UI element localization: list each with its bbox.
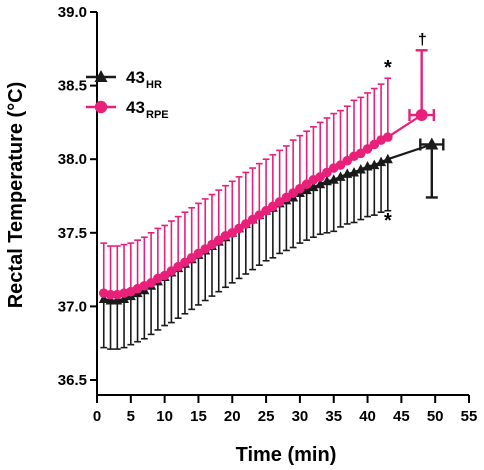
data-point (159, 270, 170, 281)
data-point (105, 289, 116, 300)
data-point (322, 167, 332, 178)
data-point (328, 174, 339, 184)
legend-marker-icon (94, 70, 108, 82)
data-point (173, 261, 183, 272)
x-tick-label: 15 (190, 408, 207, 425)
significance-marker: * (384, 57, 392, 79)
axes: 36.5 37.0 37.5 38.0 38.5 39.0 0 5 10 15 20 25 30 35 40… (58, 4, 478, 425)
data-point (301, 184, 312, 195)
series-line (103, 143, 433, 302)
end-point (425, 137, 439, 150)
series-rpe (98, 49, 436, 300)
data-point (355, 148, 366, 159)
y-tick-label: 38.0 (58, 151, 87, 168)
x-tick-label: 55 (461, 408, 478, 425)
y-tick-label: 37.5 (58, 225, 87, 242)
end-point (415, 109, 428, 122)
data-point (376, 156, 387, 167)
x-tick-label: 0 (93, 408, 101, 425)
data-point (186, 253, 197, 263)
x-tick-label: 40 (359, 408, 376, 425)
data-point (383, 132, 393, 142)
x-tick-label: 50 (427, 408, 444, 425)
data-point (166, 266, 177, 276)
significance-marker: † (418, 31, 427, 48)
data-point (146, 278, 156, 288)
legend-label-subscript: HR (146, 79, 162, 91)
y-tick-label: 37.0 (58, 298, 87, 315)
legend-marker-icon (94, 100, 108, 114)
data-point (288, 188, 298, 198)
x-tick-label: 25 (258, 408, 275, 425)
data-point (105, 295, 116, 305)
legend-label-subscript: RPE (146, 109, 169, 121)
data-point (268, 201, 278, 212)
data-point (369, 139, 380, 150)
plot-area: * * † (98, 31, 445, 350)
y-tick-label: 36.5 (58, 372, 87, 389)
data-point (355, 164, 366, 174)
x-axis-title: Time (min) (236, 444, 337, 466)
data-point (227, 228, 238, 238)
data-point (200, 244, 211, 254)
data-point (301, 179, 312, 190)
data-point (335, 160, 346, 170)
x-tick-label: 30 (292, 408, 309, 425)
data-point (349, 166, 360, 177)
data-point (180, 257, 190, 268)
data-point (342, 155, 353, 166)
data-point (362, 144, 373, 154)
data-point (234, 223, 244, 234)
data-point (254, 210, 265, 220)
data-point (295, 183, 305, 194)
data-point (382, 153, 393, 164)
data-point (369, 159, 380, 170)
data-point (207, 239, 217, 250)
data-point (335, 171, 346, 181)
x-tick-label: 10 (156, 408, 173, 425)
data-point (274, 197, 285, 207)
y-tick-label: 38.5 (58, 78, 87, 95)
x-tick-label: 45 (393, 408, 410, 425)
data-point (315, 172, 326, 182)
legend-item-hr: 43 HR (86, 68, 162, 91)
x-tick-label: 35 (325, 408, 342, 425)
data-point (193, 248, 204, 259)
data-point (98, 293, 109, 304)
data-point (315, 178, 326, 189)
data-point (119, 293, 130, 304)
y-tick-label: 39.0 (58, 4, 87, 21)
significance-marker: * (384, 210, 392, 232)
y-axis-title: Rectal Temperature (°C) (5, 82, 27, 309)
x-tick-label: 20 (224, 408, 241, 425)
data-point (281, 192, 292, 203)
x-tick-label: 5 (127, 408, 135, 425)
legend-label: 43 (126, 68, 145, 87)
data-point (308, 181, 319, 192)
data-point (261, 205, 271, 216)
legend-label: 43 (126, 98, 145, 117)
data-point (213, 235, 224, 245)
data-point (247, 214, 258, 225)
legend-item-rpe: 43 RPE (86, 98, 169, 121)
data-point (241, 219, 251, 229)
